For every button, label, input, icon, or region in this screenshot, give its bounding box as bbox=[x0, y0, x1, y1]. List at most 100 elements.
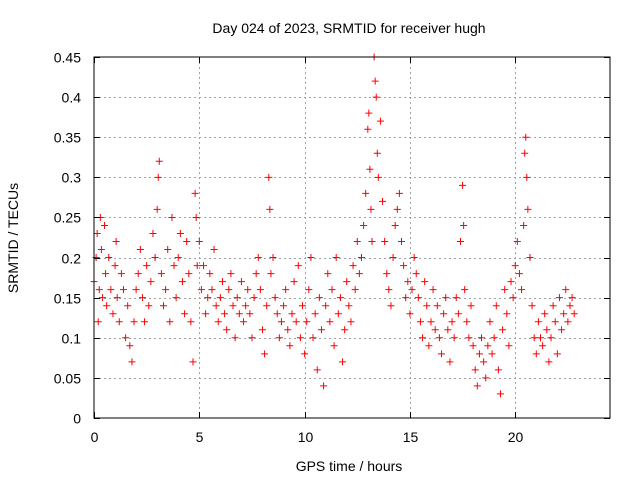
x-tick-label: 0 bbox=[91, 429, 99, 445]
data-point bbox=[225, 286, 233, 294]
data-point bbox=[381, 238, 389, 246]
data-points bbox=[90, 53, 578, 398]
data-point bbox=[288, 310, 296, 318]
data-point bbox=[448, 318, 456, 326]
data-point bbox=[402, 294, 410, 302]
data-point bbox=[421, 278, 429, 286]
data-point bbox=[521, 149, 529, 157]
data-point bbox=[109, 310, 117, 318]
data-point bbox=[570, 310, 578, 318]
data-point bbox=[101, 221, 109, 229]
data-point bbox=[113, 294, 121, 302]
data-point bbox=[223, 326, 231, 334]
data-point bbox=[282, 286, 290, 294]
data-point bbox=[513, 238, 521, 246]
data-point bbox=[440, 310, 448, 318]
data-point bbox=[97, 246, 105, 254]
data-point bbox=[204, 294, 212, 302]
data-point bbox=[311, 310, 319, 318]
data-point bbox=[505, 342, 513, 350]
data-point bbox=[210, 246, 218, 254]
data-point bbox=[467, 302, 475, 310]
data-point bbox=[336, 294, 344, 302]
data-point bbox=[200, 262, 208, 270]
data-point bbox=[185, 270, 193, 278]
data-point bbox=[347, 318, 355, 326]
data-point bbox=[103, 302, 111, 310]
data-point bbox=[395, 189, 403, 197]
data-point bbox=[252, 270, 260, 278]
data-point bbox=[427, 318, 435, 326]
y-tick-label: 0.45 bbox=[54, 50, 81, 66]
y-tick-labels: 0 0.05 0.1 0.15 0.2 0.25 0.3 0.35 0.4 0.45 bbox=[54, 50, 81, 427]
data-point bbox=[248, 334, 256, 342]
data-point bbox=[294, 262, 302, 270]
data-point bbox=[233, 294, 241, 302]
data-point bbox=[164, 246, 172, 254]
data-point bbox=[452, 294, 460, 302]
data-point bbox=[195, 238, 203, 246]
data-point bbox=[376, 117, 384, 125]
data-point bbox=[256, 286, 264, 294]
data-point bbox=[484, 342, 492, 350]
data-point bbox=[176, 229, 184, 237]
data-point bbox=[147, 278, 155, 286]
data-point bbox=[214, 318, 222, 326]
data-point bbox=[275, 334, 283, 342]
data-point bbox=[522, 133, 530, 141]
data-point bbox=[258, 326, 266, 334]
data-point bbox=[389, 254, 397, 262]
data-point bbox=[229, 302, 237, 310]
data-point bbox=[459, 181, 467, 189]
data-point bbox=[126, 342, 134, 350]
data-point bbox=[419, 334, 427, 342]
data-point bbox=[296, 334, 304, 342]
data-point bbox=[429, 286, 437, 294]
x-tick-label: 10 bbox=[298, 429, 314, 445]
data-point bbox=[122, 334, 130, 342]
data-point bbox=[353, 238, 361, 246]
data-point bbox=[305, 286, 313, 294]
data-point bbox=[494, 366, 502, 374]
data-point bbox=[107, 286, 115, 294]
data-point bbox=[473, 382, 481, 390]
data-point bbox=[265, 173, 273, 181]
data-point bbox=[181, 310, 189, 318]
data-point bbox=[523, 173, 531, 181]
data-point bbox=[221, 310, 229, 318]
data-point bbox=[490, 334, 498, 342]
data-point bbox=[566, 302, 574, 310]
data-point bbox=[355, 270, 363, 278]
data-point bbox=[339, 358, 347, 366]
data-point bbox=[267, 270, 275, 278]
data-point bbox=[277, 318, 285, 326]
data-point bbox=[284, 326, 292, 334]
data-point bbox=[246, 310, 254, 318]
y-tick-label: 0.25 bbox=[54, 210, 81, 226]
data-point bbox=[478, 334, 486, 342]
data-point bbox=[435, 334, 443, 342]
data-point bbox=[343, 278, 351, 286]
data-point bbox=[515, 270, 523, 278]
data-point bbox=[218, 278, 226, 286]
data-point bbox=[315, 294, 323, 302]
data-point bbox=[460, 221, 468, 229]
data-point bbox=[326, 318, 334, 326]
data-point bbox=[456, 238, 464, 246]
data-point bbox=[551, 318, 559, 326]
data-point bbox=[117, 270, 125, 278]
data-point bbox=[482, 374, 490, 382]
data-point bbox=[216, 294, 224, 302]
data-point bbox=[368, 238, 376, 246]
data-point bbox=[406, 310, 414, 318]
data-point bbox=[404, 278, 412, 286]
grid-lines bbox=[94, 57, 610, 418]
data-point bbox=[235, 310, 243, 318]
data-point bbox=[501, 286, 509, 294]
data-point bbox=[509, 294, 517, 302]
data-point bbox=[438, 350, 446, 358]
data-point bbox=[155, 157, 163, 165]
data-point bbox=[132, 286, 140, 294]
data-point bbox=[240, 318, 248, 326]
